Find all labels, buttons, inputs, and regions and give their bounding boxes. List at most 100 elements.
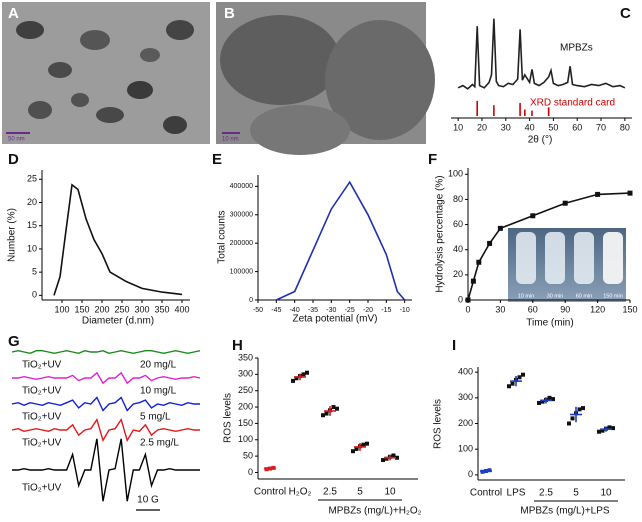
x-tick-label: LPS [507,488,526,499]
y-axis-label: Total counts [217,210,228,263]
panel-letter: B [224,5,235,22]
x-tick-label: -30 [326,307,336,314]
x-tick-label: 120 [590,304,605,314]
dose-label: 20 mg/L [140,360,177,371]
data-point [510,381,515,386]
x-tick-label: 10 [453,122,463,132]
y-axis-label: Number (%) [7,208,18,262]
dose-label: 2.5 mg/L [140,438,179,449]
panel-letter: G [8,333,20,350]
y-tick-label: 250 [238,385,253,395]
x-tick-label: 40 [525,122,535,132]
x-tick-label: 60 [528,304,538,314]
x-tick-label: 250 [114,304,129,314]
scale-bar-label: 10 nm [222,137,239,143]
series-label: TiO₂+UV [22,483,62,494]
data-line [275,180,406,301]
data-point [507,384,511,389]
y-axis-label: ROS levels [223,393,234,443]
data-point [497,225,503,231]
x-tick-label: 90 [560,304,570,314]
x-axis-label: Time (min) [526,318,573,329]
series-label: TiO₂+UV [22,412,62,423]
x-tick-label: 5 [357,487,363,498]
data-point [537,400,541,405]
x-tick-label: 350 [154,304,169,314]
spectrum-line [11,417,200,443]
y-tick-label: 0 [249,297,253,304]
y-tick-label: 300000 [230,212,253,219]
y-tick-label: 15 [27,220,37,230]
data-point [305,370,309,375]
y-tick-label: 400000 [230,183,253,190]
x-tick-label: -45 [271,307,281,314]
data-point [361,442,366,447]
y-tick-label: 20 [453,269,463,279]
data-point [465,297,471,303]
data-point [331,405,336,410]
x-axis-label: 2θ (°) [528,135,553,146]
x-tick-label: -20 [363,307,373,314]
x-tick-label: 2.5 [323,487,337,498]
y-tick-label: 25 [27,174,37,184]
inset-label: 30 min [547,293,564,299]
y-tick-label: 80 [453,194,463,204]
y-axis-label: Hydrolysis percentage (%) [435,175,446,292]
x-tick-label: H₂O₂ [289,487,312,498]
x-tick-label: 2.5 [539,488,553,499]
y-tick-label: 100 [458,444,473,454]
panel-letter: D [8,151,19,168]
x-tick-label: 80 [620,122,630,132]
y-tick-label: 350 [238,352,253,362]
series-label: TiO₂+UV [22,438,62,449]
x-tick-label: 10 [384,487,396,498]
y-axis-label: ROS levels [433,399,444,449]
y-tick-label: 100 [448,169,463,179]
data-point [595,191,601,197]
x-tick-label: -25 [345,307,355,314]
dose-label: 10 mg/L [140,386,177,397]
series-label: XRD standard card [530,98,615,109]
x-tick-label: Control [254,487,286,498]
x-axis-label: Diameter (d.nm) [82,316,154,327]
data-point [354,446,359,451]
inset-photo [508,228,626,302]
x-tick-label: -15 [381,307,391,314]
data-point [351,449,355,454]
data-point [384,456,389,461]
x-tick-label: -40 [290,307,300,314]
x-tick-label: -10 [400,307,410,314]
data-point [607,425,612,430]
x-axis-label: Zeta potential (mV) [292,314,377,325]
series-label: TiO₂+UV [22,386,62,397]
data-point [562,200,568,206]
data-line [457,18,626,90]
y-tick-label: 100 [238,434,253,444]
data-point [570,416,575,421]
y-tick-label: 100000 [230,268,253,275]
data-point [335,406,339,411]
inset-label: 150 min [603,293,623,299]
x-tick-label: 100 [54,304,69,314]
data-point [321,413,325,418]
data-point [627,190,633,196]
data-point [291,378,295,383]
series-label: TiO₂+UV [22,360,62,371]
spectrum-line [12,438,200,502]
x-tick-label: 50 [548,122,558,132]
x-tick-label: 150 [74,304,89,314]
dose-label: 5 mg/L [140,412,171,423]
y-tick-label: 10 [27,243,37,253]
y-tick-label: 150 [238,418,253,428]
x-axis-label: MPBZs (mg/L)+H₂O₂ [328,506,421,517]
y-tick-label: 300 [458,392,473,402]
y-tick-label: 0 [458,294,463,304]
spectrum-line [12,371,201,385]
inset-label: 10 min [518,293,535,299]
data-line [53,183,183,296]
y-tick-label: 200000 [230,240,253,247]
data-point [391,453,396,458]
x-tick-label: 400 [174,304,189,314]
y-tick-label: 5 [32,267,37,277]
